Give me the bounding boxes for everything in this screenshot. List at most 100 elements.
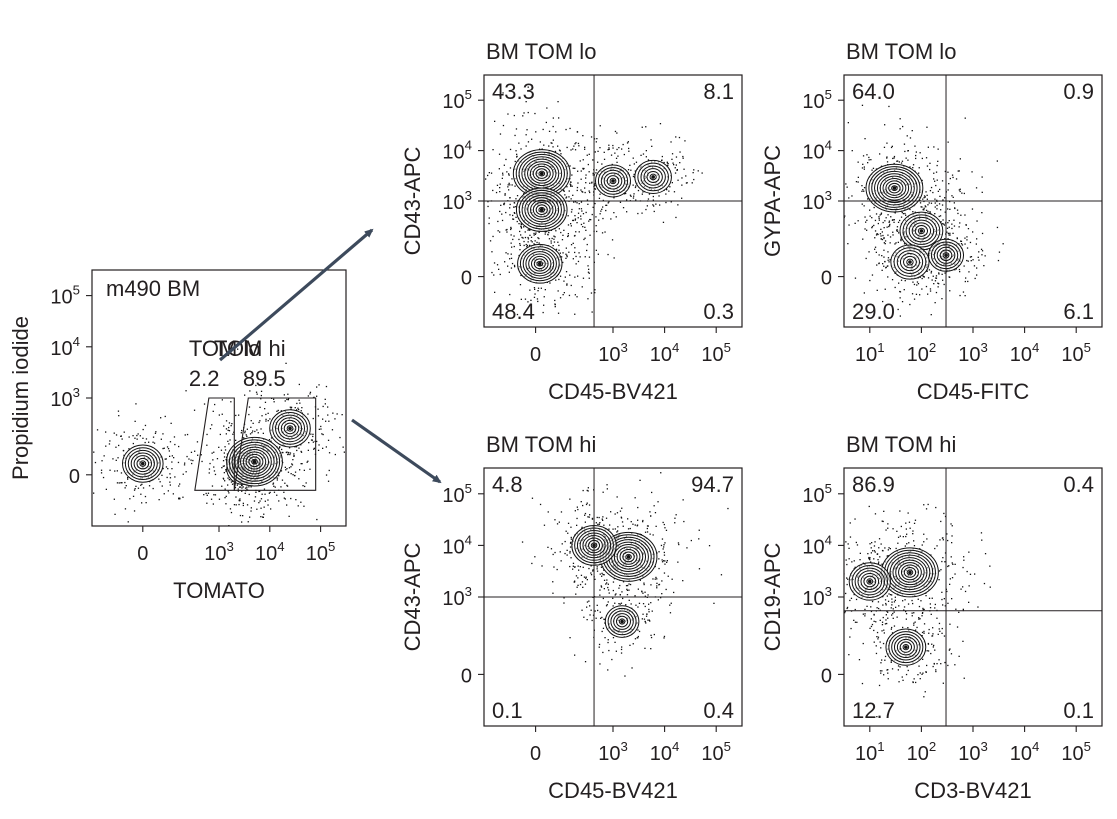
event-dot — [888, 261, 890, 263]
event-dot — [661, 159, 663, 161]
event-dot — [935, 184, 937, 187]
event-dot — [646, 525, 649, 527]
event-dot — [497, 220, 499, 223]
panel-title: BM TOM lo — [486, 39, 596, 64]
event-dot — [630, 603, 632, 605]
event-dot — [882, 604, 884, 606]
event-dot — [913, 522, 916, 524]
event-dot — [662, 548, 664, 550]
event-dot — [504, 261, 506, 263]
event-dot — [652, 578, 654, 580]
event-dot — [268, 492, 270, 494]
contour-ring — [529, 163, 554, 184]
event-dot — [592, 569, 594, 571]
event-dot — [938, 570, 941, 572]
event-dot — [907, 603, 910, 605]
event-dot — [963, 556, 965, 558]
event-dot — [643, 582, 645, 584]
event-dot — [896, 230, 898, 232]
event-dot — [914, 519, 917, 521]
event-dot — [564, 194, 566, 196]
event-dot — [686, 182, 688, 184]
event-dot — [868, 505, 870, 508]
event-dot — [923, 541, 925, 543]
event-dot — [583, 616, 585, 618]
event-dot — [919, 276, 921, 278]
event-dot — [118, 444, 120, 447]
event-dot — [642, 191, 644, 193]
event-dot — [906, 666, 908, 668]
event-dot — [575, 231, 577, 233]
event-dot — [574, 218, 577, 220]
event-dot — [955, 608, 957, 610]
event-dot — [554, 304, 556, 306]
event-dot — [936, 164, 938, 167]
event-dot — [582, 135, 584, 137]
event-dot — [899, 128, 901, 130]
event-dot — [884, 655, 887, 658]
event-dot — [682, 155, 684, 158]
event-dot — [286, 504, 288, 506]
event-dot — [225, 428, 228, 430]
event-dot — [602, 627, 605, 629]
event-dot — [864, 216, 866, 218]
event-dot — [575, 263, 577, 265]
event-dot — [225, 470, 227, 472]
event-dot — [328, 420, 330, 422]
event-dot — [182, 473, 184, 475]
event-dot — [102, 476, 105, 479]
event-dot — [878, 538, 881, 540]
event-dot — [929, 162, 931, 164]
event-dot — [553, 566, 555, 568]
event-dot — [981, 250, 984, 252]
event-dot — [507, 186, 509, 188]
x-tick-label: 103 — [204, 539, 234, 565]
event-dot — [224, 497, 226, 499]
event-dot — [923, 276, 925, 278]
event-dot — [259, 500, 261, 502]
event-dot — [590, 219, 592, 221]
event-dot — [152, 441, 154, 443]
event-dot — [897, 665, 900, 667]
event-dot — [960, 240, 963, 242]
event-dot — [887, 678, 889, 680]
contour-ring — [900, 564, 919, 581]
event-dot — [877, 601, 880, 603]
x-tick-label: 103 — [598, 340, 628, 366]
event-dot — [229, 439, 231, 441]
event-dot — [479, 263, 480, 264]
event-dot — [691, 182, 693, 184]
event-dot — [930, 272, 932, 274]
event-dot — [572, 565, 574, 567]
event-dot — [574, 215, 576, 217]
event-dot — [846, 607, 848, 610]
event-dot — [683, 168, 685, 170]
event-dot — [878, 217, 880, 220]
event-dot — [611, 163, 613, 166]
event-dot — [570, 198, 572, 200]
event-dot — [868, 557, 870, 559]
event-dot — [494, 291, 496, 293]
event-dot — [587, 490, 589, 492]
event-dot — [603, 151, 605, 153]
event-dot — [919, 294, 921, 296]
event-dot — [874, 513, 877, 515]
event-dot — [946, 231, 948, 233]
event-dot — [519, 243, 521, 245]
event-dot — [313, 447, 315, 449]
contour-ring — [535, 168, 548, 179]
event-dot — [607, 253, 609, 256]
event-dot — [934, 649, 936, 651]
event-dot — [884, 659, 886, 661]
event-dot — [645, 156, 647, 158]
event-dot — [906, 533, 908, 535]
event-dot — [144, 441, 146, 444]
event-dot — [612, 147, 614, 149]
contour-ring — [607, 607, 637, 636]
event-dot — [877, 562, 880, 565]
event-dot — [949, 200, 951, 203]
event-dot — [206, 502, 208, 504]
event-dot — [952, 176, 954, 179]
event-dot — [942, 539, 944, 541]
event-dot — [589, 182, 591, 184]
